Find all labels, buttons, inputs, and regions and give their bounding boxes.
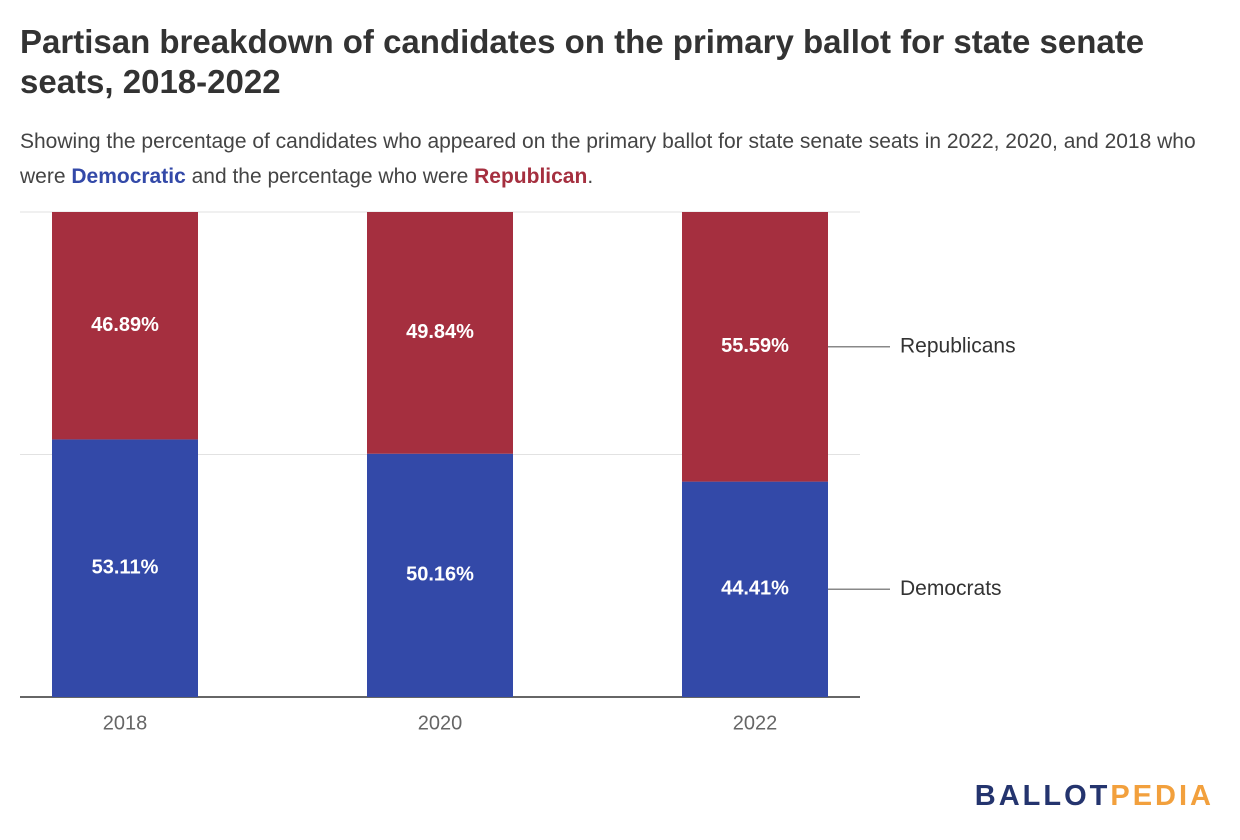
bar-segment <box>682 212 828 482</box>
x-tick-label: 2018 <box>103 712 148 734</box>
bar-segment <box>367 453 513 697</box>
chart-subtitle: Showing the percentage of candidates who… <box>20 124 1220 194</box>
value-label: 50.16% <box>406 564 474 586</box>
subtitle-part: and the percentage who were <box>185 165 475 188</box>
x-tick-label: 2020 <box>418 712 463 734</box>
value-label: 53.11% <box>92 556 159 578</box>
subtitle-part: Democratic <box>71 165 186 188</box>
subtitle-part: Showing the percentage of candidates who… <box>20 130 1196 188</box>
chart-title: Partisan breakdown of candidates on the … <box>20 23 1145 100</box>
bar-segment <box>52 212 198 440</box>
logo-part: PEDIA <box>1110 780 1214 812</box>
bar-segment <box>52 439 198 697</box>
value-label: 46.89% <box>91 314 159 336</box>
subtitle-part: . <box>587 165 594 188</box>
subtitle-part: Republican <box>474 165 588 188</box>
chart: 53.11% 50.16% 44.41% Democrats 46.89% 49.84% 5… <box>20 211 1016 734</box>
value-label: 44.41% <box>721 578 789 600</box>
logo-part: BALLOT <box>974 780 1111 812</box>
value-label: 49.84% <box>406 321 474 343</box>
bar-segment <box>367 212 513 454</box>
bar-segment <box>682 481 828 697</box>
legend-label: Democrats <box>900 577 1002 600</box>
x-tick-label: 2022 <box>733 712 778 734</box>
legend-label: Republicans <box>900 334 1016 357</box>
value-label: 55.59% <box>721 335 789 357</box>
logo: BALLOTPEDIA <box>975 780 1214 813</box>
